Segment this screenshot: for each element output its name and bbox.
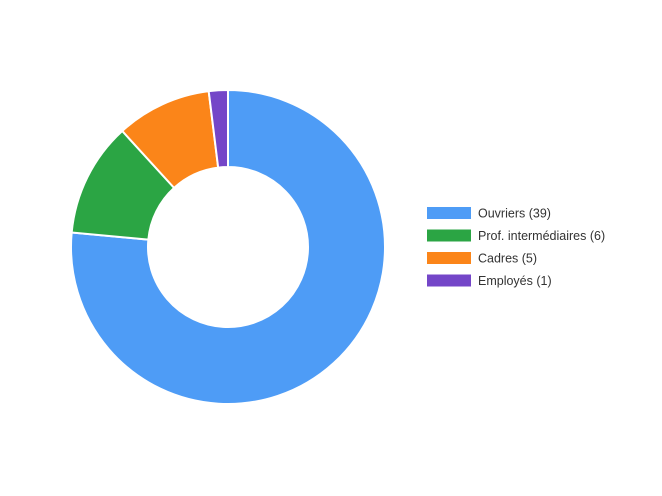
- legend-label: Employés (1): [478, 274, 552, 288]
- legend-swatch: [427, 274, 471, 287]
- legend-swatch: [427, 207, 471, 219]
- donut-segment: [207, 88, 229, 169]
- legend-label: Cadres (5): [478, 251, 537, 265]
- legend-swatch: [427, 252, 471, 264]
- donut-segment: [70, 88, 386, 405]
- legend-label: Ouvriers (39): [478, 206, 551, 220]
- legend-swatch: [427, 229, 471, 242]
- legend-label: Prof. intermédiaires (6): [478, 229, 605, 243]
